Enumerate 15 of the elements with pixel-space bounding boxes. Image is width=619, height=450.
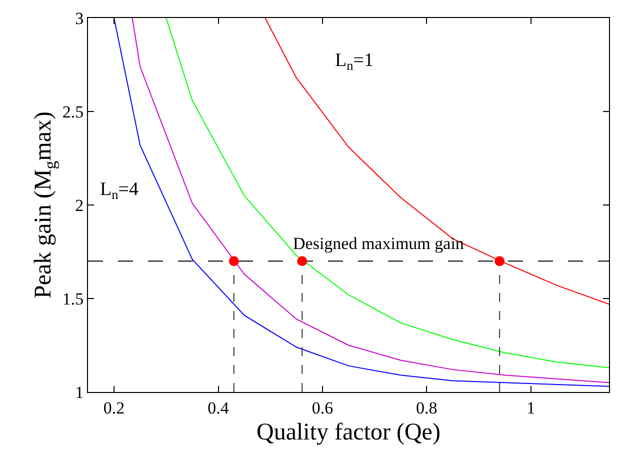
x-tick-label: 0.2 [103, 398, 125, 418]
x-axis-title: Quality factor (Qe) [256, 420, 440, 446]
y-tick-label: 2.5 [62, 102, 84, 122]
x-tick-label: 0.6 [312, 398, 334, 418]
y-tick-label: 1.5 [62, 289, 84, 308]
annotation: L$_{n}$=1 [335, 50, 374, 73]
annotation: L$_{n}$=4 [100, 179, 139, 202]
y-tick-label: 3 [75, 8, 84, 28]
ref-line-label: Designed maximum gain [293, 234, 464, 253]
x-tick-label: 0.8 [416, 398, 438, 418]
x-tick-label: 1 [526, 398, 536, 418]
y-tick-label: 1 [75, 382, 84, 402]
line-series [264, 18, 609, 305]
y-tick-label: 2 [75, 196, 84, 215]
x-tick-label: 0.4 [208, 398, 230, 418]
